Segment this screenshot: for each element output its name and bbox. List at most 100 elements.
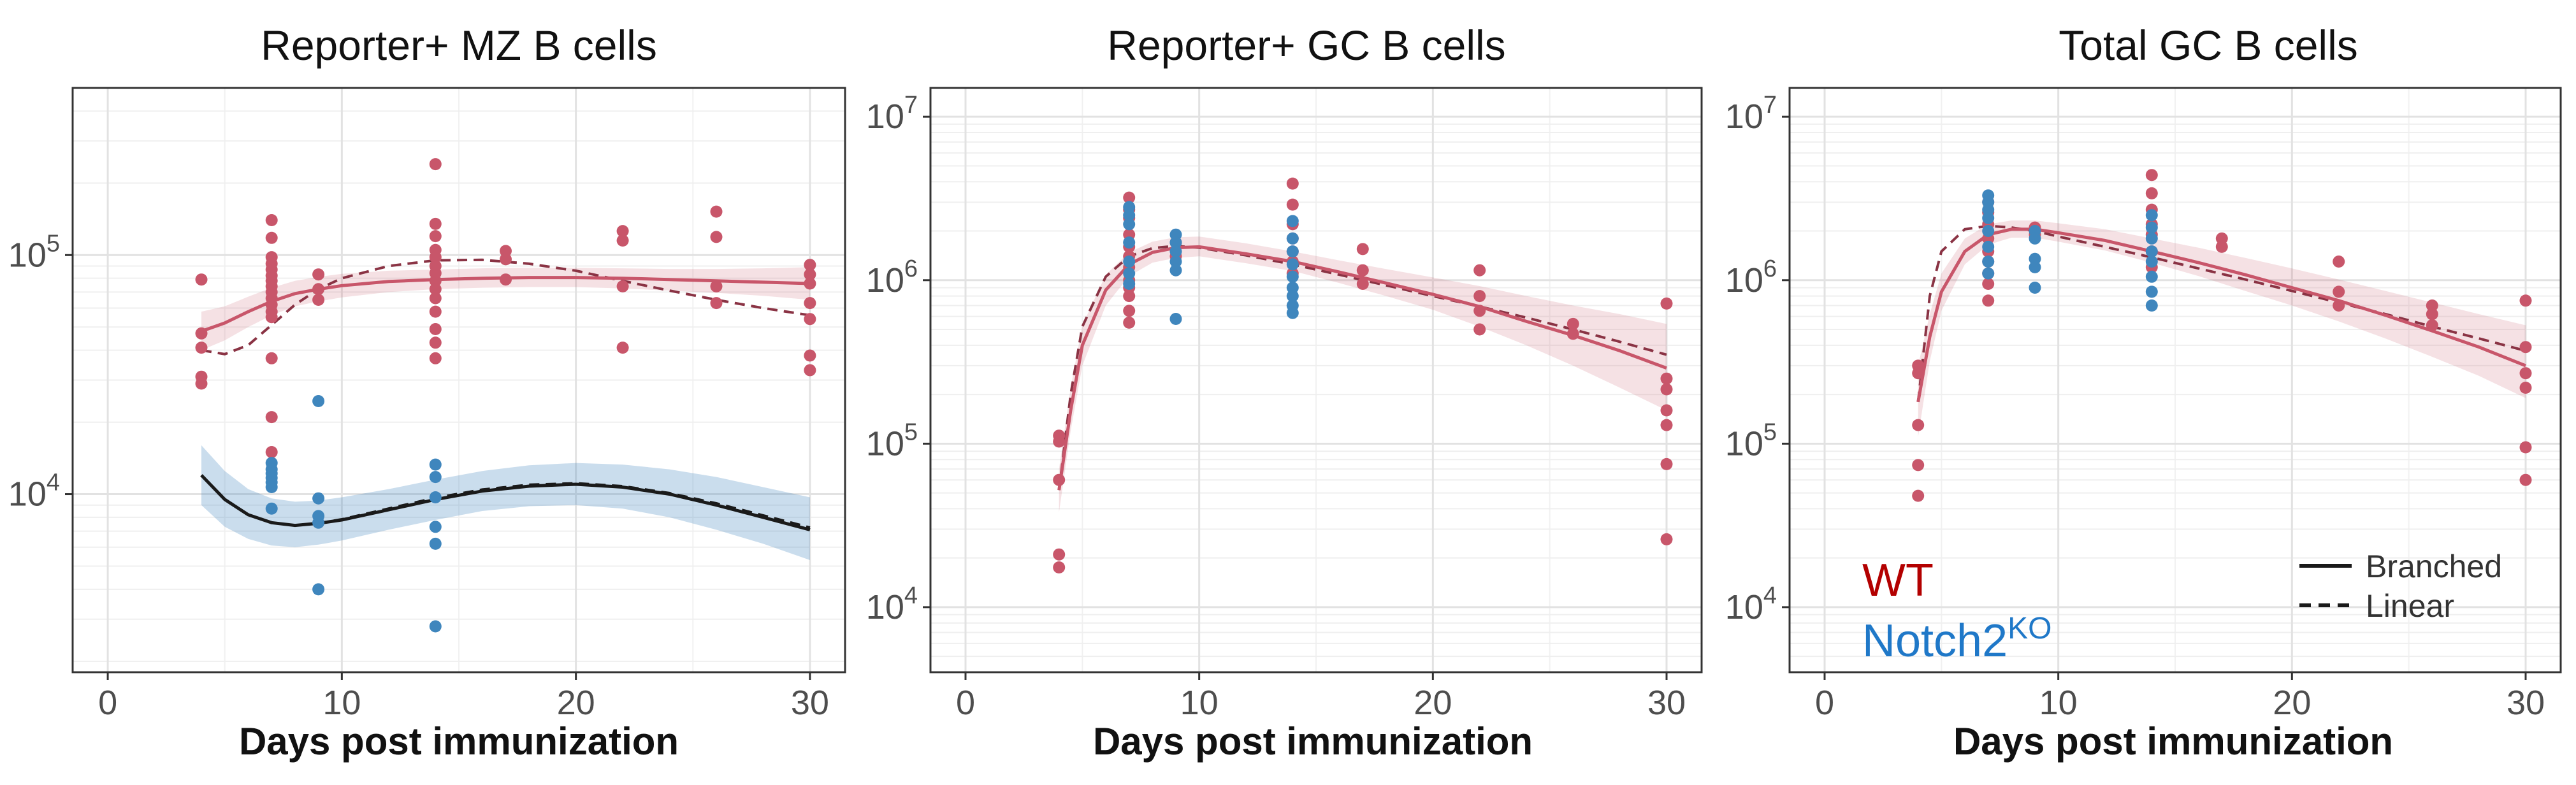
data-point-ko xyxy=(265,481,278,493)
data-point-wt xyxy=(2215,240,2228,253)
y-tick-label: 105 xyxy=(8,230,60,274)
data-point-wt xyxy=(1660,404,1673,417)
y-tick-label: 104 xyxy=(1725,582,1777,626)
data-point-ko xyxy=(1286,232,1299,245)
data-point-wt xyxy=(1286,177,1299,190)
data-point-wt xyxy=(429,217,442,230)
plot-frame-3 xyxy=(1788,87,2562,673)
group-label-ko-text: Notch2 xyxy=(1862,616,2008,666)
data-point-ko xyxy=(1123,256,1136,268)
chart-panel-2: 0 10 20 30 104 105 106 107 Reporter+ GC B cell… xyxy=(866,22,1703,763)
data-point-wt xyxy=(2333,299,2345,312)
data-point-wt xyxy=(2519,367,2532,380)
data-point-wt xyxy=(429,230,442,243)
data-point-ko xyxy=(429,458,442,471)
data-point-ko xyxy=(429,620,442,633)
data-point-wt xyxy=(500,273,512,286)
data-point-ko xyxy=(1123,218,1136,231)
data-point-wt xyxy=(195,342,208,354)
x-tick-label: 20 xyxy=(557,684,595,722)
y-tick-label: 104 xyxy=(866,582,918,626)
data-point-wt xyxy=(1567,317,1579,330)
chart-title-1: Reporter+ MZ B cells xyxy=(261,22,657,69)
x-tick-label: 20 xyxy=(1414,684,1452,722)
data-point-wt xyxy=(429,323,442,335)
data-point-wt xyxy=(1053,473,1066,486)
data-point-ko xyxy=(312,395,325,407)
x-ticks-3: 0 10 20 30 xyxy=(1815,672,2545,722)
data-point-ko xyxy=(1982,256,1995,268)
data-point-wt xyxy=(429,283,442,296)
data-point-wt xyxy=(2519,473,2532,486)
plot-frame-1 xyxy=(71,87,846,673)
data-point-wt xyxy=(1660,419,1673,431)
data-point-wt xyxy=(1053,561,1066,573)
x-tick-label: 0 xyxy=(98,684,117,722)
data-point-wt xyxy=(1123,316,1136,329)
data-point-wt xyxy=(2333,256,2345,268)
data-point-ko xyxy=(1982,212,1995,224)
chart-title-2: Reporter+ GC B cells xyxy=(1107,22,1505,69)
data-point-wt xyxy=(1912,419,1925,431)
data-point-ko xyxy=(1169,264,1182,277)
data-point-wt xyxy=(2519,441,2532,454)
data-point-ko xyxy=(429,537,442,550)
x-tick-label: 30 xyxy=(791,684,829,722)
data-point-wt xyxy=(1473,305,1486,317)
data-point-ko xyxy=(1123,209,1136,222)
data-point-ko xyxy=(1982,267,1995,280)
data-point-ko xyxy=(2029,252,2041,265)
legend-label-linear: Linear xyxy=(2366,588,2454,624)
data-point-wt xyxy=(429,251,442,264)
data-point-ko xyxy=(1982,203,1995,216)
data-point-wt xyxy=(2145,187,2158,199)
data-point-ko xyxy=(1286,258,1299,271)
data-point-wt xyxy=(500,245,512,257)
data-point-ko xyxy=(2145,245,2158,258)
data-point-ko xyxy=(429,471,442,484)
data-point-wt xyxy=(1123,290,1136,303)
data-point-ko xyxy=(1123,236,1136,249)
data-point-wt xyxy=(1053,548,1066,561)
x-axis-label-1: Days post immunization xyxy=(239,720,679,763)
group-label-ko: Notch2KO xyxy=(1862,612,2052,666)
legend-label-branched: Branched xyxy=(2366,549,2502,584)
data-point-wt xyxy=(2519,341,2532,354)
data-point-ko xyxy=(1169,313,1182,325)
data-point-ko xyxy=(312,492,325,505)
data-point-wt xyxy=(616,280,629,292)
data-point-ko xyxy=(2145,285,2158,298)
fit-lines-3 xyxy=(1916,224,2526,403)
y-tick-label: 107 xyxy=(866,92,918,136)
data-point-ko xyxy=(1169,236,1182,249)
data-point-ko xyxy=(2029,261,2041,273)
confidence-band-ko xyxy=(201,445,810,560)
data-points-1 xyxy=(195,158,816,633)
data-point-wt xyxy=(2333,285,2345,298)
y-tick-label: 107 xyxy=(1725,92,1777,136)
data-point-wt xyxy=(1912,459,1925,472)
data-point-wt xyxy=(1660,533,1673,545)
data-point-wt xyxy=(429,158,442,171)
data-point-wt xyxy=(1660,372,1673,385)
data-point-wt xyxy=(1660,297,1673,310)
data-point-ko xyxy=(429,521,442,533)
data-point-wt xyxy=(1286,198,1299,211)
y-tick-label: 104 xyxy=(8,470,60,514)
plot-frame-2 xyxy=(929,87,1703,673)
data-point-wt xyxy=(265,231,278,244)
fit-line-branched-wt xyxy=(1057,245,1667,491)
data-point-wt xyxy=(710,205,723,218)
x-tick-label: 0 xyxy=(956,684,975,722)
data-points-2 xyxy=(1053,177,1673,573)
y-ticks-3: 104 105 106 107 xyxy=(1725,92,1790,626)
chart-panel-3: 0 10 20 30 104 105 106 107 Total GC B cells Da… xyxy=(1725,22,2562,763)
data-point-wt xyxy=(1912,367,1925,380)
data-point-wt xyxy=(1567,328,1579,340)
data-point-wt xyxy=(429,292,442,305)
data-point-wt xyxy=(2519,382,2532,394)
data-point-wt xyxy=(265,352,278,364)
x-tick-label: 20 xyxy=(2273,684,2311,722)
data-point-wt xyxy=(312,283,325,296)
